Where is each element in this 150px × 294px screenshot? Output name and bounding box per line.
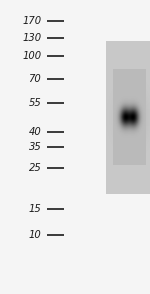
- Text: 100: 100: [22, 51, 41, 61]
- Text: 40: 40: [28, 127, 41, 137]
- Text: 25: 25: [28, 163, 41, 173]
- Text: 35: 35: [28, 142, 41, 152]
- Text: 130: 130: [22, 33, 41, 43]
- Text: 15: 15: [28, 204, 41, 214]
- Text: 10: 10: [28, 230, 41, 240]
- Text: 70: 70: [28, 74, 41, 84]
- Text: 170: 170: [22, 16, 41, 26]
- Text: 55: 55: [28, 98, 41, 108]
